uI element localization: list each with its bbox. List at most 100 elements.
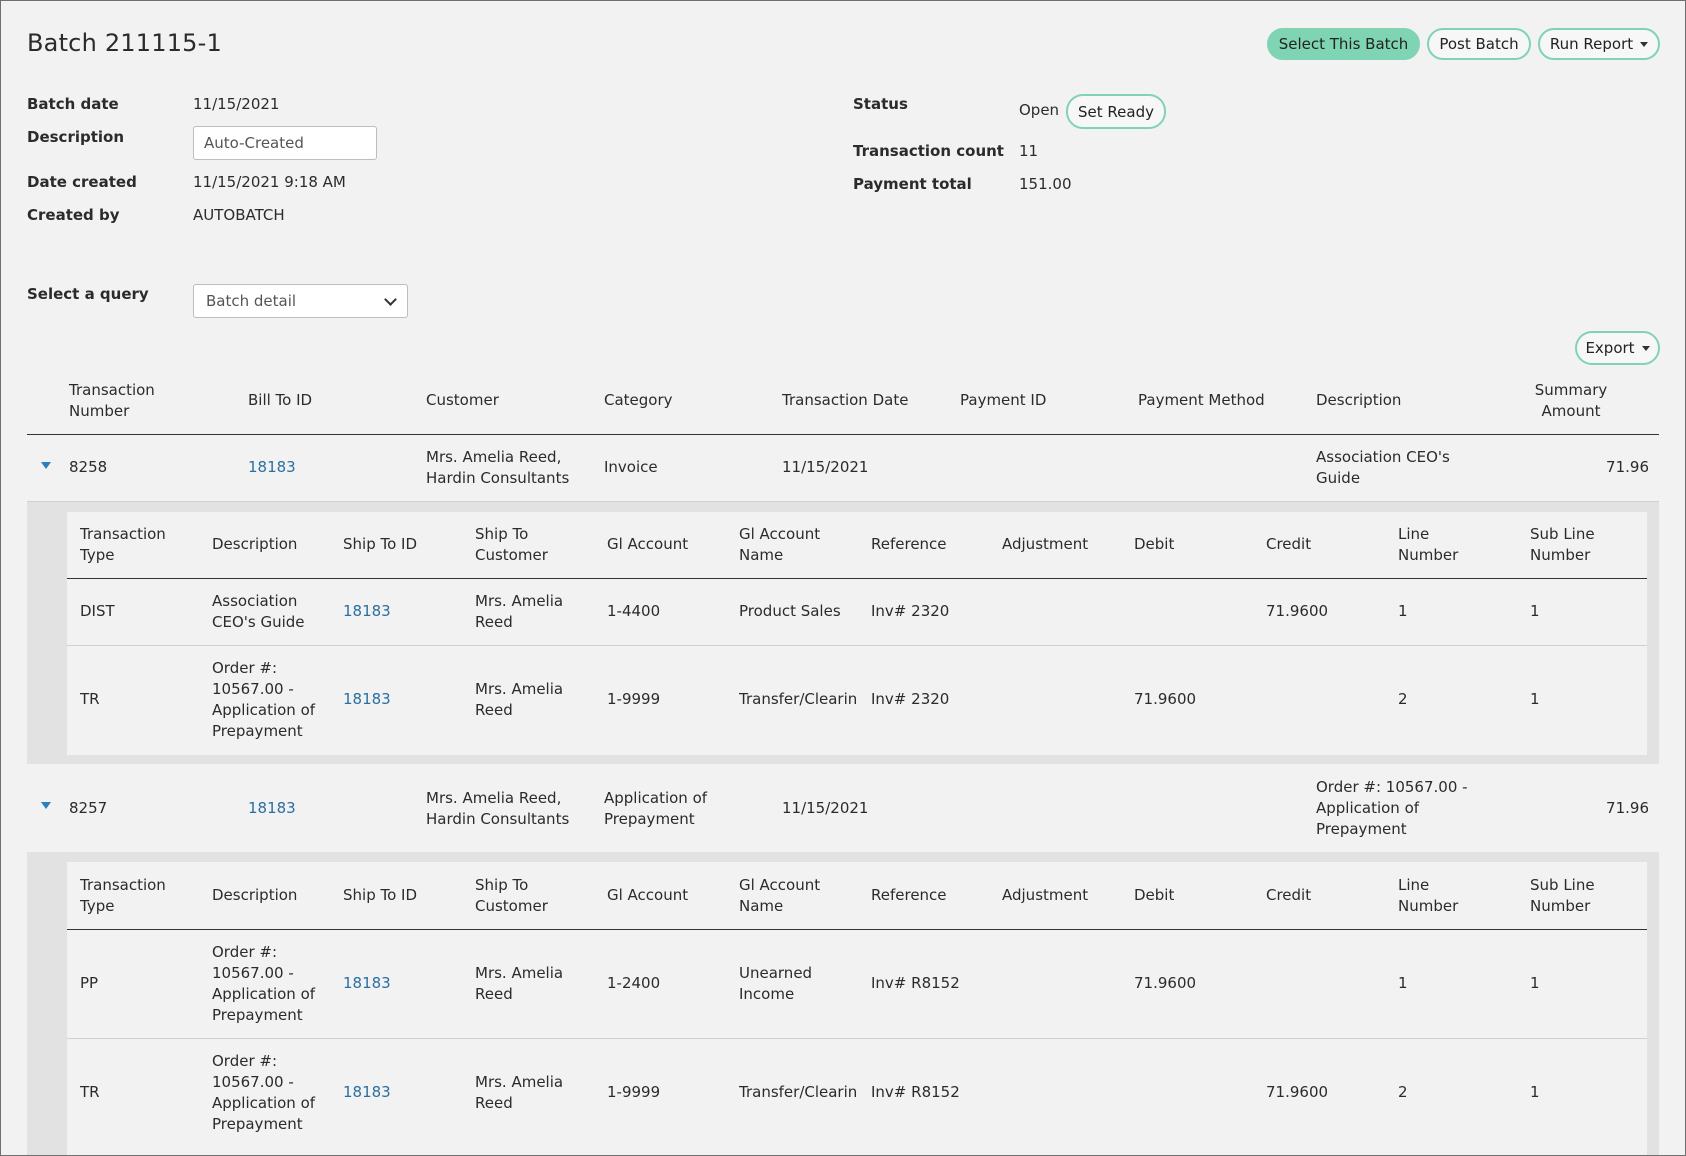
header-line: Amount xyxy=(1541,402,1601,420)
gl-account-name: Unearned Income xyxy=(739,963,812,1005)
customer-line: Mrs. Amelia Reed, xyxy=(426,448,562,466)
description-line: Order #: 10567.00 - xyxy=(1316,778,1468,796)
export-label: Export xyxy=(1585,339,1635,357)
header-line: Type xyxy=(80,897,115,915)
header-description: Description xyxy=(1316,391,1402,409)
sub-line-number: 1 xyxy=(1530,1083,1540,1101)
transaction-number: 8258 xyxy=(69,458,108,476)
sub-header-ship-to-customer: Ship To Customer xyxy=(475,524,548,566)
transaction-type: TR xyxy=(80,690,100,708)
header-line: Gl Account xyxy=(739,525,821,543)
run-report-button[interactable]: Run Report xyxy=(1538,28,1660,60)
line-description-text: Order #: xyxy=(212,943,278,961)
description-input-value: Auto-Created xyxy=(204,134,304,152)
ship-to-customer-line: Reed xyxy=(475,1094,513,1112)
header-line: Ship To xyxy=(475,525,529,543)
header-line: Sub Line xyxy=(1530,876,1595,894)
post-batch-button[interactable]: Post Batch xyxy=(1427,28,1531,60)
customer: Mrs. Amelia Reed, Hardin Consultants xyxy=(426,788,569,830)
select-batch-button[interactable]: Select This Batch xyxy=(1267,28,1420,60)
header-line: Name xyxy=(739,546,784,564)
sub-header-transaction-type: Transaction Type xyxy=(80,524,166,566)
date-created-value: 11/15/2021 9:18 AM xyxy=(193,173,346,191)
set-ready-button[interactable]: Set Ready xyxy=(1066,94,1166,129)
expand-toggle-icon[interactable] xyxy=(41,462,51,469)
query-select[interactable]: Batch detail xyxy=(193,284,408,318)
post-batch-label: Post Batch xyxy=(1439,35,1519,53)
header-line: Number xyxy=(1398,897,1459,915)
line-description-text: Prepayment xyxy=(212,1115,303,1133)
line-description: Order #: 10567.00 - Application of Prepa… xyxy=(212,1051,315,1135)
ship-to-id-link[interactable]: 18183 xyxy=(343,974,391,992)
select-batch-label: Select This Batch xyxy=(1278,35,1409,53)
created-by-label: Created by xyxy=(27,206,120,224)
row-divider xyxy=(27,501,1659,502)
sub-header-gl-account: Gl Account xyxy=(607,886,689,904)
line-description-text: Order #: xyxy=(212,659,278,677)
line-description-text: 10567.00 - xyxy=(212,680,294,698)
line-description: Order #: 10567.00 - Application of Prepa… xyxy=(212,942,315,1026)
detail-panel xyxy=(27,852,1659,1155)
sub-header-credit: Credit xyxy=(1266,886,1312,904)
line-description: Order #: 10567.00 - Application of Prepa… xyxy=(212,658,315,742)
sub-header-credit: Credit xyxy=(1266,535,1312,553)
reference: Inv# R8152 xyxy=(871,1083,960,1101)
header-divider xyxy=(27,434,1659,435)
summary-amount: 71.96 xyxy=(1606,799,1649,817)
line-number: 1 xyxy=(1398,974,1408,992)
gl-account: 1-9999 xyxy=(607,1083,661,1101)
header-line: Number xyxy=(69,402,130,420)
export-button[interactable]: Export xyxy=(1575,331,1660,365)
payment-total-label: Payment total xyxy=(853,175,972,193)
ship-to-customer-line: Reed xyxy=(475,701,513,719)
ship-to-customer-line: Mrs. Amelia xyxy=(475,592,564,610)
ship-to-customer: Mrs. Amelia Reed xyxy=(475,679,563,721)
status-value: Open xyxy=(1019,101,1060,119)
description-input[interactable]: Auto-Created xyxy=(193,126,377,160)
header-line: Number xyxy=(1398,546,1459,564)
line-description-text: Application of xyxy=(212,1094,316,1112)
ship-to-customer: Mrs. Amelia Reed xyxy=(475,963,563,1005)
gl-account-name: Product Sales xyxy=(739,602,841,620)
ship-to-id-link[interactable]: 18183 xyxy=(343,690,391,708)
row-divider xyxy=(67,1038,1647,1039)
ship-to-id-link[interactable]: 18183 xyxy=(343,1083,391,1101)
sub-header-reference: Reference xyxy=(871,535,947,553)
sub-header-debit: Debit xyxy=(1134,886,1175,904)
ship-to-id-link[interactable]: 18183 xyxy=(343,602,391,620)
transaction-date: 11/15/2021 xyxy=(782,799,869,817)
line-description-text: Prepayment xyxy=(212,722,303,740)
row-divider xyxy=(67,645,1647,646)
bill-to-id-link[interactable]: 18183 xyxy=(248,799,296,817)
description: Order #: 10567.00 - Application of Prepa… xyxy=(1316,777,1468,840)
header-payment-method: Payment Method xyxy=(1138,391,1265,409)
batch-date-label: Batch date xyxy=(27,95,119,113)
sub-header-ship-to-id: Ship To ID xyxy=(343,535,418,553)
batch-date-value: 11/15/2021 xyxy=(193,95,280,113)
debit: 71.9600 xyxy=(1134,974,1197,992)
header-category: Category xyxy=(604,391,673,409)
header-line: Customer xyxy=(475,897,548,915)
header-transaction-number: Transaction Number xyxy=(69,380,155,422)
sub-header-gl-account-name: Gl Account Name xyxy=(739,524,820,566)
gl-account-name-line: Unearned xyxy=(739,964,813,982)
sub-header-gl-account-name: Gl Account Name xyxy=(739,875,820,917)
line-description-text: Application of xyxy=(212,985,316,1003)
ship-to-customer-line: Mrs. Amelia xyxy=(475,964,564,982)
sub-header-transaction-type: Transaction Type xyxy=(80,875,166,917)
sub-header-description: Description xyxy=(212,535,298,553)
transaction-type: DIST xyxy=(80,602,115,620)
expand-toggle-icon[interactable] xyxy=(41,802,51,809)
ship-to-customer-line: Reed xyxy=(475,613,513,631)
line-description-text: Application of xyxy=(212,701,316,719)
category-line: Prepayment xyxy=(604,810,695,828)
gl-account: 1-9999 xyxy=(607,690,661,708)
line-description-text: Prepayment xyxy=(212,1006,303,1024)
credit: 71.9600 xyxy=(1266,1083,1329,1101)
bill-to-id-link[interactable]: 18183 xyxy=(248,458,296,476)
caret-down-icon xyxy=(1641,345,1650,351)
line-description-text: CEO's Guide xyxy=(212,613,305,631)
gl-account: 1-2400 xyxy=(607,974,661,992)
detail-table xyxy=(67,862,1647,1155)
